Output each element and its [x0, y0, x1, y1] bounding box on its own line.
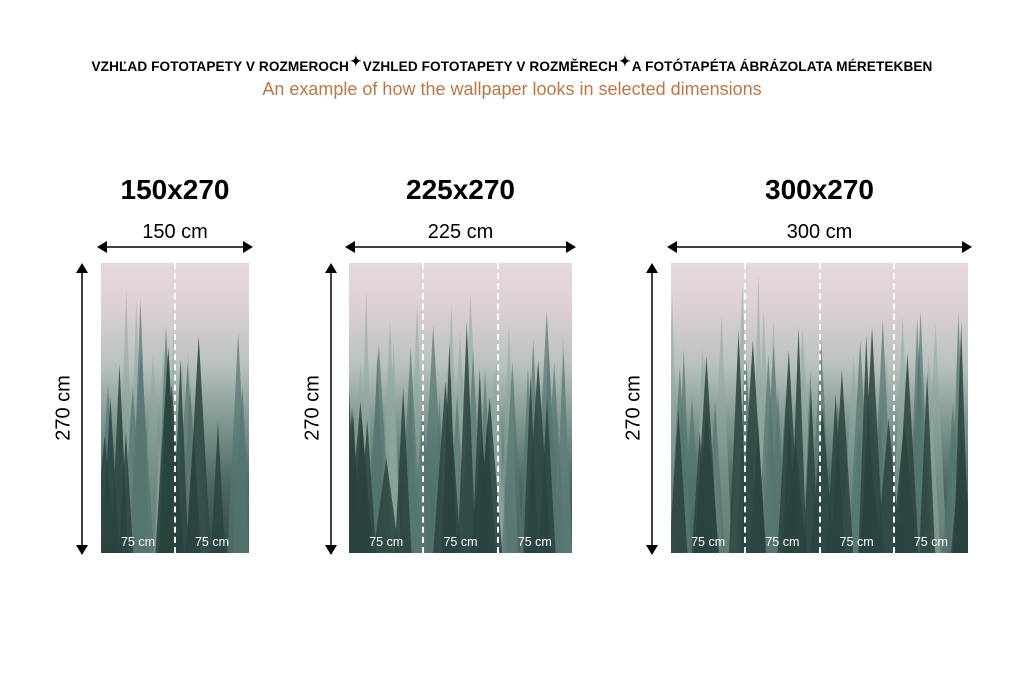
tree-shape [118, 430, 134, 553]
width-label: 300 cm [786, 221, 853, 243]
height-arrow-icon [76, 263, 88, 555]
size-title: 300x270 [764, 174, 875, 205]
panel-seam [422, 263, 425, 553]
panel-width-label: 75 cm [839, 535, 874, 549]
forest-image [671, 273, 968, 553]
panel-width-label: 75 cm [120, 535, 156, 549]
sparkle-icon: ✦ [349, 53, 362, 69]
tree-shape [358, 420, 377, 553]
heading-slovak: VZHĽAD FOTOTAPETY V ROZMEROCH [91, 59, 349, 74]
tree-shape [101, 397, 120, 553]
wallpaper-preview: 75 cm 75 cm 75 cm [349, 263, 572, 553]
tree-shape [860, 327, 884, 553]
width-arrow-icon [667, 241, 972, 253]
width-arrow-icon [345, 241, 576, 253]
tree-shape [826, 394, 845, 553]
panel-width-label: 75 cm [913, 535, 948, 549]
panel-width-label: 75 cm [443, 535, 478, 549]
height-arrow-icon [646, 263, 658, 555]
tree-shape [501, 360, 524, 553]
tree-shape [554, 349, 572, 553]
panel-seam [892, 263, 895, 553]
height-label: 270 cm [622, 375, 645, 441]
tree-shape [470, 436, 494, 553]
panel-width-label: 75 cm [765, 535, 800, 549]
tree-shape [694, 408, 720, 553]
panel-width-label: 75 cm [369, 535, 404, 549]
panel-seam [496, 263, 499, 553]
sparkle-icon: ✦ [618, 53, 631, 69]
panel-width-label: 75 cm [194, 535, 230, 549]
tree-shape [131, 298, 150, 553]
tree-shape [952, 447, 968, 553]
width-label: 225 cm [427, 221, 494, 243]
height-arrow-icon [325, 263, 337, 555]
wallpaper-preview: 75 cm 75 cm 75 cm 75 cm [671, 263, 968, 553]
tree-shape [433, 381, 458, 553]
tree-shape [919, 373, 936, 553]
size-title: 225x270 [405, 174, 516, 205]
tree-shape [394, 387, 412, 553]
tree-shape [810, 407, 835, 553]
panel-seam [818, 263, 821, 553]
size-title: 150x270 [120, 174, 230, 205]
tree-shape [373, 457, 400, 553]
forest-image [349, 289, 572, 553]
panel-seam [744, 263, 747, 553]
panel-seam [174, 263, 176, 553]
heading-hungarian: A FOTÓTAPÉTA ÁBRÁZOLATA MÉRETEKBEN [631, 59, 933, 74]
heading-czech: VZHLED FOTOTAPETY V ROZMĚRECH [362, 59, 618, 74]
tree-shape [457, 322, 476, 553]
languages-heading: VZHĽAD FOTOTAPETY V ROZMEROCH✦VZHLED FOT… [0, 53, 1024, 75]
tree-shape [227, 332, 249, 553]
tree-shape [671, 409, 688, 553]
tree-shape [757, 354, 779, 553]
tree-shape [525, 359, 551, 553]
tree-shape [729, 330, 748, 553]
tree-shape [210, 421, 226, 553]
height-label: 270 cm [52, 375, 75, 441]
width-label: 150 cm [142, 221, 208, 243]
width-arrow-icon [97, 241, 253, 253]
subtitle: An example of how the wallpaper looks in… [262, 79, 762, 99]
tree-shape [896, 352, 919, 553]
panel-width-label: 75 cm [691, 535, 726, 549]
panel-width-label: 75 cm [517, 535, 552, 549]
tree-shape [790, 327, 807, 553]
tree-shape [740, 340, 766, 553]
height-label: 270 cm [301, 375, 324, 441]
wallpaper-preview: 75 cm 75 cm [101, 263, 249, 553]
tree-shape [185, 434, 202, 553]
